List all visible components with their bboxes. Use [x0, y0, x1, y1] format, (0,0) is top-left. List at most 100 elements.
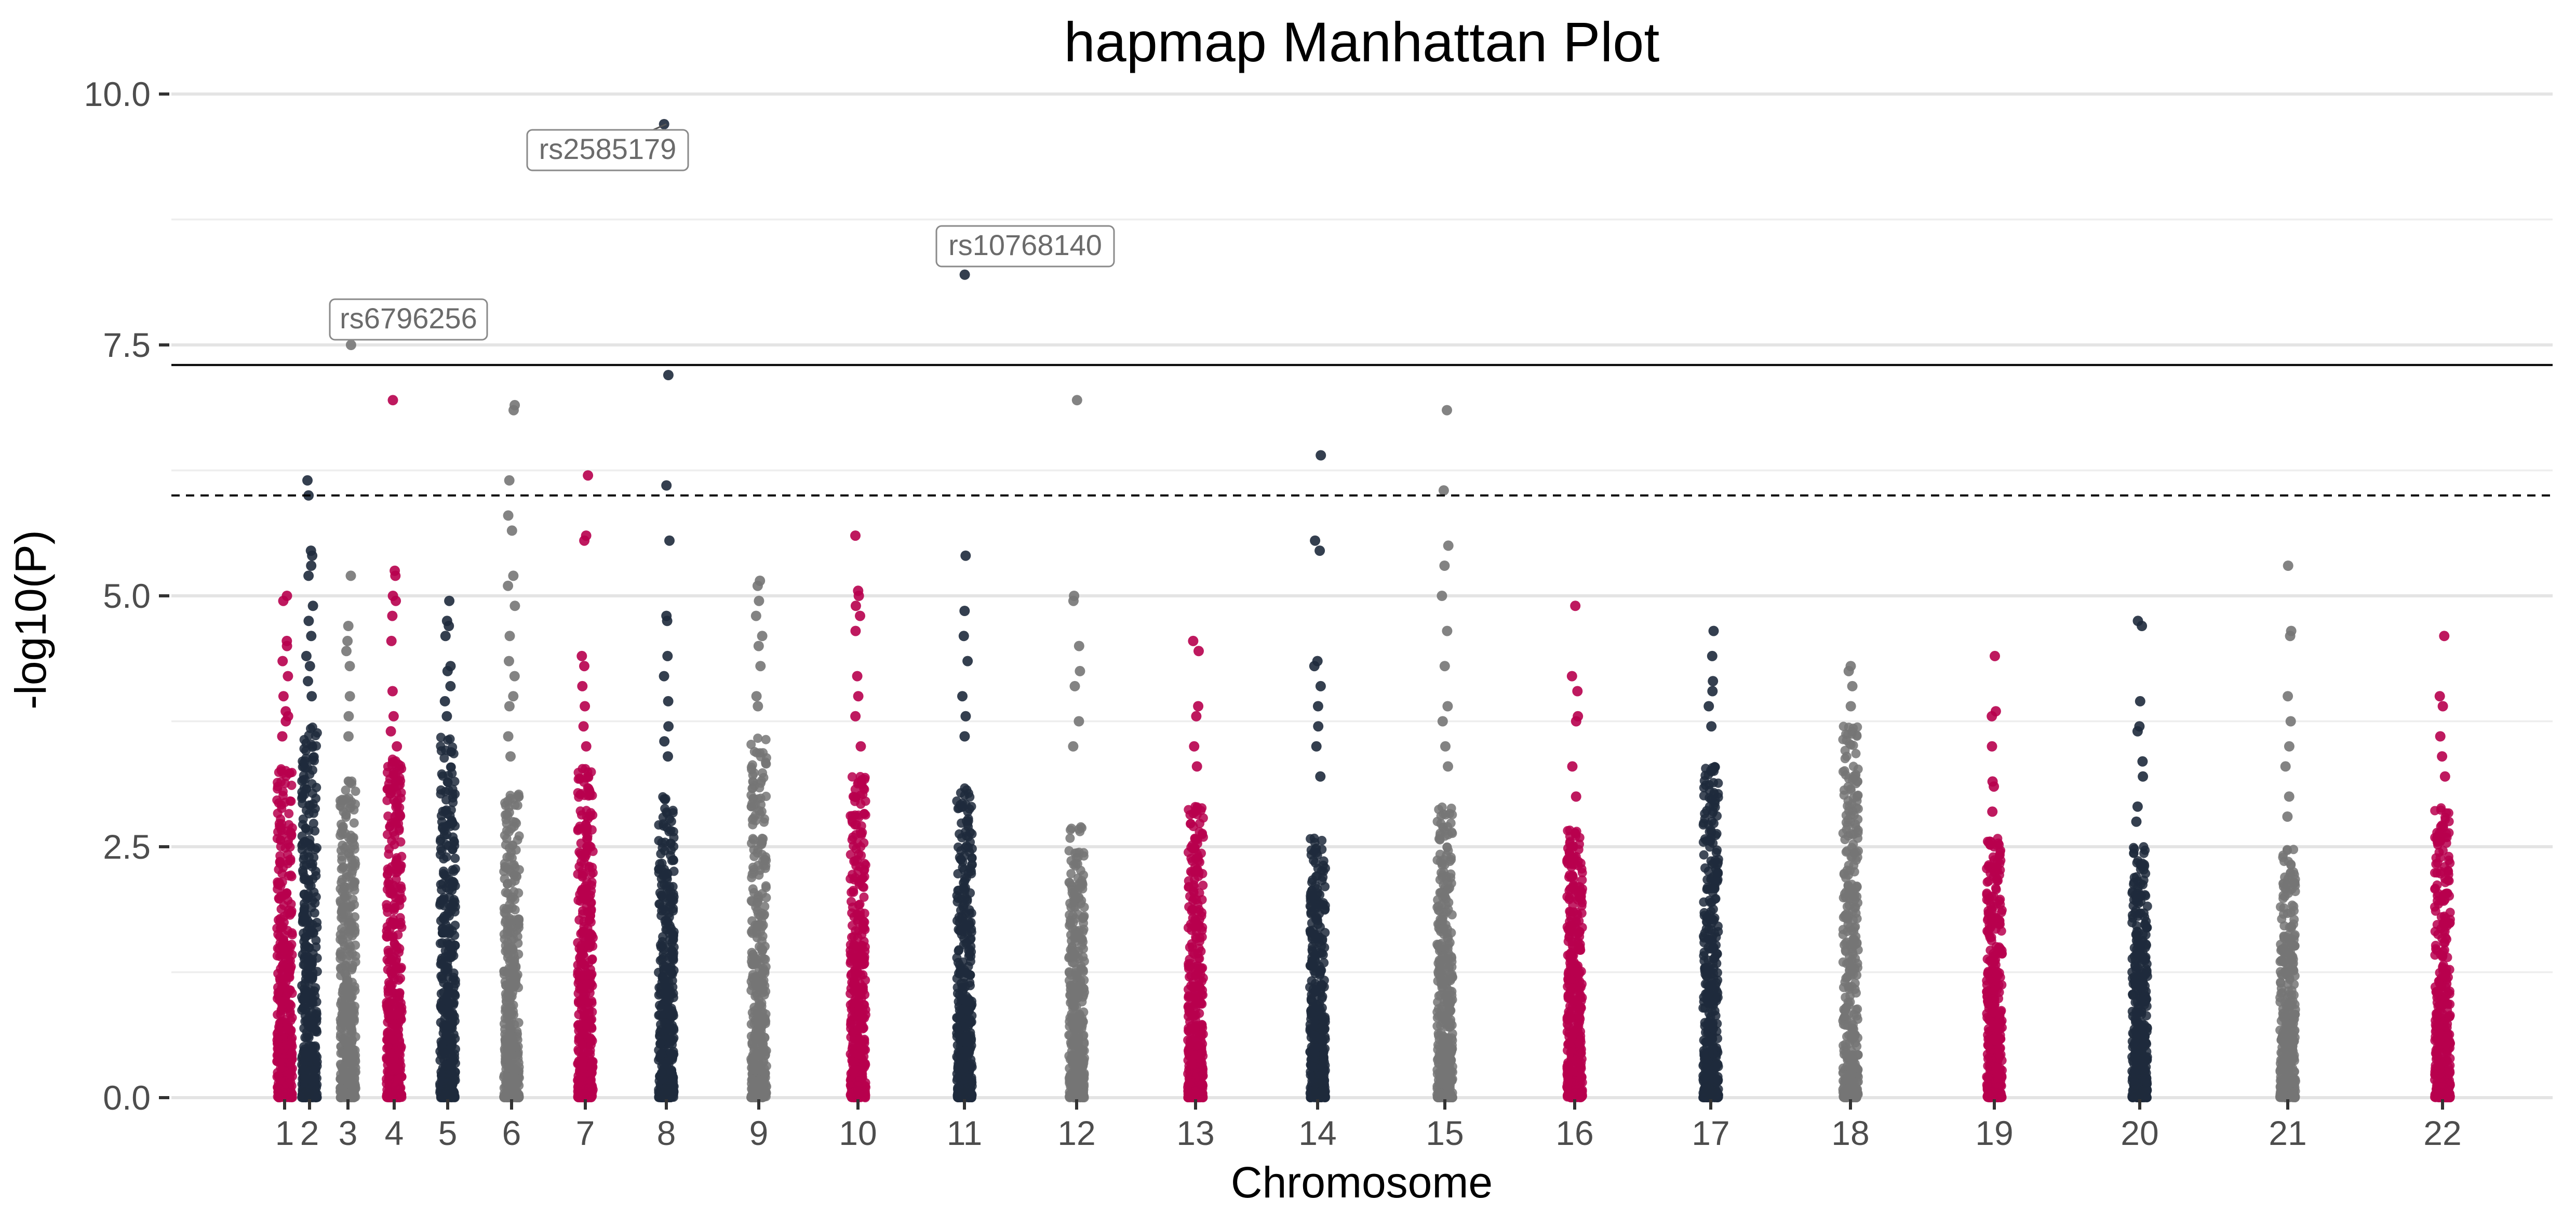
snp-point: [1078, 952, 1088, 962]
snp-point: [395, 810, 405, 820]
snp-point: [758, 985, 768, 994]
chromosome-5-points: [435, 595, 460, 1102]
snp-point: [436, 879, 446, 889]
snp-point: [586, 906, 596, 916]
snp-point-peak: [301, 650, 312, 661]
snp-point: [574, 915, 584, 925]
snp-point: [287, 768, 297, 778]
snp-point: [952, 1041, 962, 1050]
snp-point: [847, 1011, 857, 1021]
snp-point: [382, 795, 392, 805]
snp-point: [311, 936, 321, 945]
snp-point-peak: [277, 731, 288, 742]
snp-point: [383, 879, 393, 888]
snp-point: [962, 785, 972, 795]
snp-point: [967, 927, 976, 937]
snp-point: [850, 796, 860, 806]
snp-point: [440, 787, 450, 796]
snp-point: [654, 820, 664, 830]
snp-point: [390, 831, 400, 841]
snp-point-peak: [850, 530, 861, 541]
snp-point: [511, 817, 520, 827]
snp-point: [337, 875, 347, 885]
snp-point: [579, 986, 588, 996]
snp-point: [449, 1087, 459, 1097]
snp-point: [391, 919, 400, 929]
snp-point: [442, 809, 452, 819]
snp-point: [393, 868, 402, 877]
snp-point: [584, 861, 594, 871]
snp-point: [657, 880, 666, 890]
snp-point: [958, 802, 968, 812]
snp-point-peak: [387, 395, 398, 406]
snp-point-peak: [757, 631, 768, 642]
snp-point: [747, 765, 757, 775]
snp-point: [667, 1055, 677, 1064]
snp-point-peak: [959, 731, 970, 742]
snp-point: [273, 784, 283, 794]
snp-point: [667, 946, 677, 956]
snp-point: [272, 1072, 282, 1082]
snp-point: [303, 961, 313, 971]
snp-point: [584, 772, 594, 782]
snp-point: [279, 917, 289, 927]
snp-point: [450, 897, 460, 907]
snp-point: [761, 893, 771, 902]
snp-point: [967, 802, 976, 811]
snp-point: [394, 894, 404, 904]
snp-point: [954, 842, 963, 852]
snp-point-peak: [579, 661, 589, 672]
snp-point: [382, 784, 392, 794]
snp-point: [311, 983, 320, 993]
snp-point: [384, 849, 394, 859]
snp-point: [503, 929, 513, 939]
snp-point: [277, 819, 287, 829]
snp-point: [444, 771, 453, 780]
snp-point-peak: [303, 676, 313, 687]
snp-point: [952, 916, 962, 926]
snp-point-peak: [753, 701, 763, 712]
snp-point: [304, 1033, 314, 1043]
snp-point: [500, 862, 510, 872]
snp-point: [586, 1040, 596, 1050]
snp-point: [960, 893, 970, 903]
snp-point: [661, 906, 670, 916]
snp-point-peak: [755, 661, 766, 672]
snp-point: [346, 1021, 356, 1031]
snp-point: [298, 839, 307, 849]
snp-point: [857, 982, 867, 992]
snp-point: [351, 1081, 360, 1090]
snp-point: [953, 1063, 963, 1073]
snp-point: [749, 835, 759, 845]
snp-point-peak: [855, 610, 865, 621]
snp-point-peak: [661, 480, 672, 491]
snp-point-peak: [442, 665, 453, 676]
snp-point: [855, 862, 865, 872]
snp-point: [287, 1092, 297, 1102]
snp-point-peak: [388, 711, 399, 722]
snp-point: [338, 822, 348, 832]
snp-point: [587, 1057, 597, 1066]
snp-point: [578, 886, 587, 895]
snp-point: [286, 856, 296, 866]
snp-point: [954, 945, 964, 955]
snp-point-peak: [504, 631, 515, 642]
snp-point-peak: [581, 741, 592, 752]
snp-point: [300, 790, 310, 799]
snp-point: [506, 942, 516, 952]
snp-point: [300, 942, 310, 952]
snp-point: [338, 887, 347, 897]
snp-point: [441, 1032, 451, 1042]
snp-point-peak: [580, 701, 591, 712]
snp-point: [438, 924, 448, 933]
snp-point: [277, 1001, 287, 1011]
snp-point: [439, 753, 449, 763]
snp-point-peak: [663, 370, 674, 380]
snp-point-peak: [391, 595, 401, 606]
snp-point: [660, 962, 670, 971]
snp-point: [382, 922, 392, 931]
snp-point-peak: [441, 711, 452, 722]
snp-point: [669, 892, 679, 902]
snp-point-peak: [278, 595, 289, 606]
chromosome-10-points: [846, 530, 870, 1102]
